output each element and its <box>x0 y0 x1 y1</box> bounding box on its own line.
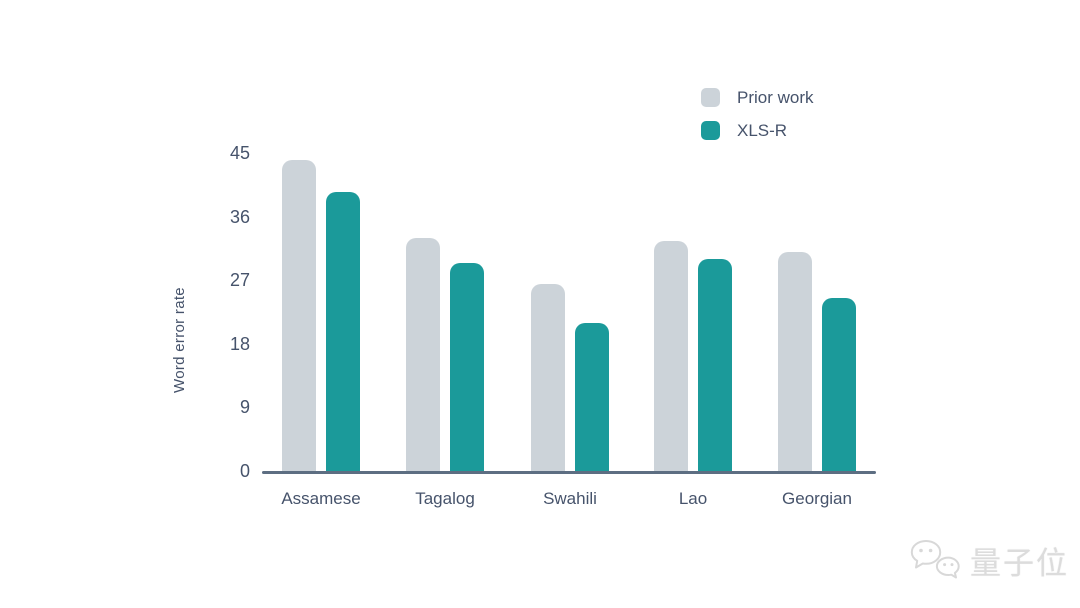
bar-lao-prior-work <box>654 241 688 471</box>
legend-swatch-prior-work <box>701 88 720 107</box>
legend-label-prior-work: Prior work <box>737 88 814 107</box>
legend-swatch-xlsr <box>701 121 720 140</box>
y-tick-label-9: 9 <box>239 397 250 418</box>
legend-item-xlsr: XLS-R <box>701 121 814 140</box>
x-category-label-tagalog: Tagalog <box>415 489 475 508</box>
watermark: 量子位 <box>910 538 1069 583</box>
x-category-label-georgian: Georgian <box>782 489 852 508</box>
bar-swahili-xls-r <box>575 322 609 471</box>
bar-assamese-xls-r <box>326 191 360 471</box>
x-category-label-lao: Lao <box>678 489 708 508</box>
bar-tagalog-xls-r <box>450 262 484 471</box>
x-category-label-swahili: Swahili <box>543 489 597 508</box>
legend-item-prior-work: Prior work <box>701 88 814 107</box>
legend-label-xlsr: XLS-R <box>737 121 788 140</box>
bar-georgian-prior-work <box>778 251 812 471</box>
y-tick-label-36: 36 <box>229 206 250 227</box>
bar-tagalog-prior-work <box>406 237 440 471</box>
y-tick-label-0: 0 <box>239 461 250 481</box>
legend: Prior work XLS-R <box>701 88 814 154</box>
wechat-icon <box>910 539 960 578</box>
watermark-text: 量子位 <box>970 546 1069 581</box>
x-category-label-assamese: Assamese <box>281 489 361 508</box>
y-tick-label-27: 27 <box>229 270 250 291</box>
bar-georgian-xls-r <box>822 297 856 471</box>
y-tick-label-45: 45 <box>229 143 250 163</box>
bar-assamese-prior-work <box>282 160 316 471</box>
bar-swahili-prior-work <box>531 283 565 471</box>
x-axis-line <box>262 471 876 474</box>
y-tick-label-18: 18 <box>229 333 250 354</box>
bar-lao-xls-r <box>698 259 732 471</box>
